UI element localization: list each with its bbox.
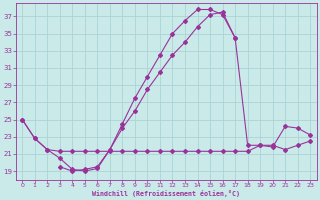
X-axis label: Windchill (Refroidissement éolien,°C): Windchill (Refroidissement éolien,°C) [92,190,240,197]
